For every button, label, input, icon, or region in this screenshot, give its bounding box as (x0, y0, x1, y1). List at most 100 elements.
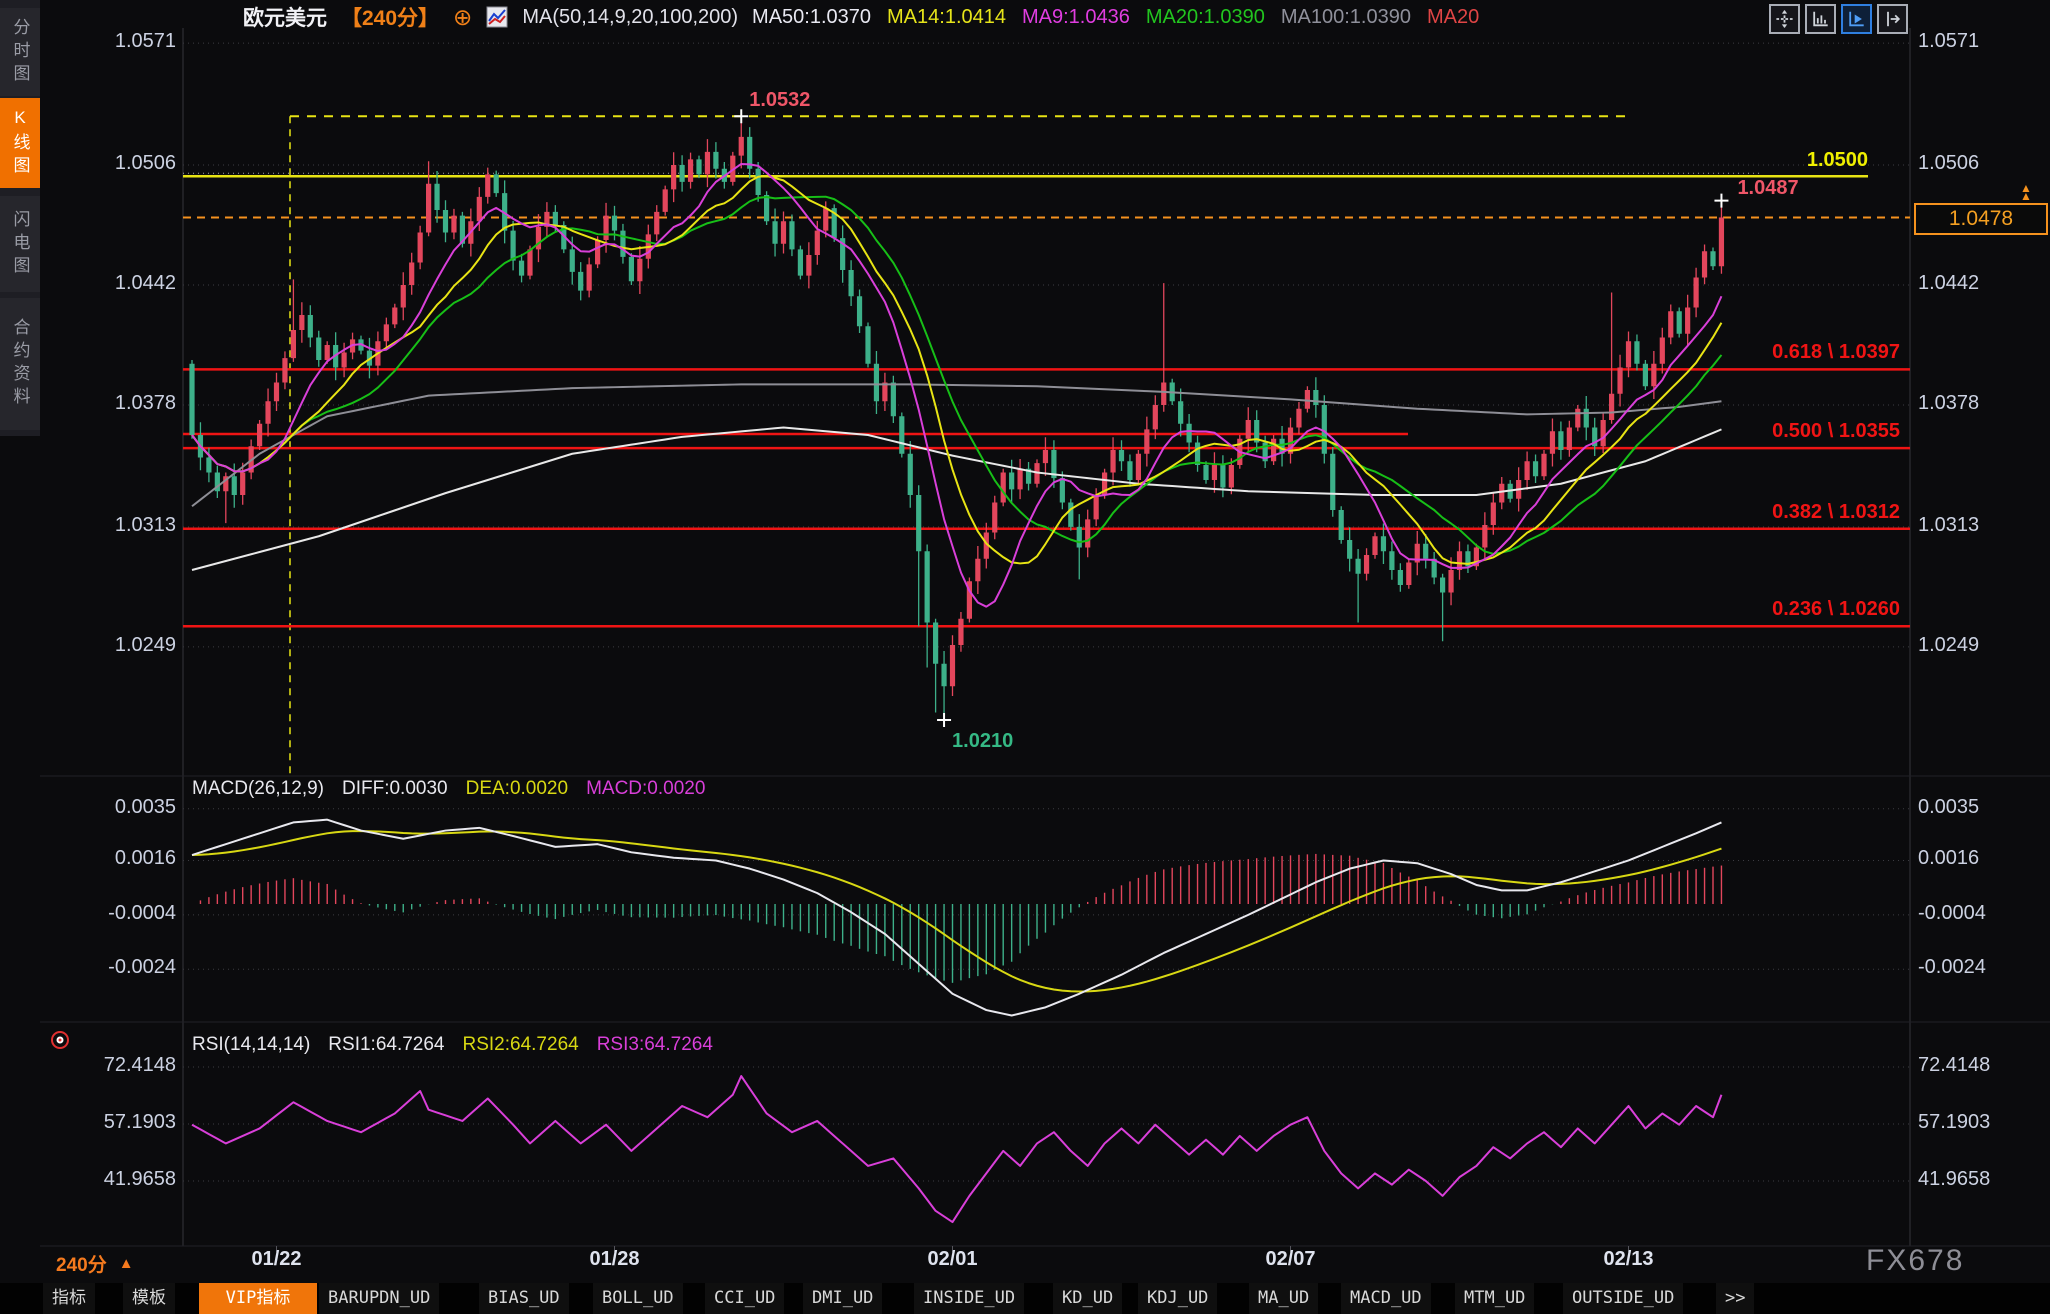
price-tick-right-1.0442: 1.0442 (1918, 272, 1979, 295)
candle-body (933, 623, 938, 664)
tab-OUTSIDE_UD[interactable]: OUTSIDE_UD (1563, 1283, 1683, 1314)
candle-body (612, 216, 617, 231)
candle-body (806, 255, 811, 276)
ma-legend: MA50:1.0370MA14:1.0414MA9:1.0436MA20:1.0… (752, 6, 1479, 29)
candle-body (299, 315, 304, 330)
candle-body (925, 551, 930, 622)
candle-body (1060, 478, 1065, 502)
pan-crosshair-icon[interactable] (1769, 4, 1800, 34)
sidebar-item-2[interactable]: K线图 (0, 98, 40, 188)
tab-INSIDE_UD[interactable]: INSIDE_UD (914, 1283, 1024, 1314)
rsi-tick-left-57.1903: 57.1903 (56, 1111, 176, 1134)
axis-range-icon[interactable] (1805, 4, 1836, 34)
tab-BARUPDN_UD[interactable]: BARUPDN_UD (319, 1283, 439, 1314)
candle-body (392, 308, 397, 325)
candle-body (663, 189, 668, 212)
candle-body (1187, 424, 1192, 443)
candle-body (1525, 461, 1530, 480)
candle-body (713, 152, 718, 169)
candle-body (1212, 465, 1217, 480)
tab-KDJ_UD[interactable]: KDJ_UD (1138, 1283, 1217, 1314)
tab-MTM_UD[interactable]: MTM_UD (1455, 1283, 1534, 1314)
last-high-label: 1.0487 (1737, 177, 1798, 200)
candle-body (240, 473, 245, 496)
candle-body (384, 324, 389, 341)
candle-body (519, 261, 524, 276)
tab-VIP指标[interactable]: VIP指标 (199, 1283, 317, 1314)
sidebar-item-1[interactable]: 分时图 (0, 8, 40, 96)
macd-panel-title: MACD(26,12,9) DIFF:0.0030 DEA:0.0020 MAC… (192, 778, 705, 800)
candle-body (739, 137, 744, 156)
candle-body (1567, 428, 1572, 451)
price-tick-right-1.0249: 1.0249 (1918, 634, 1979, 657)
candle-body (1677, 311, 1682, 334)
candle-body (1110, 450, 1115, 473)
sidebar-item-4[interactable]: 合约资料 (0, 298, 40, 430)
candle-body (1085, 519, 1090, 547)
candle-body (637, 259, 642, 282)
candle-body (1364, 555, 1369, 574)
tab-MA_UD[interactable]: MA_UD (1249, 1283, 1318, 1314)
price-tick-right-1.0313: 1.0313 (1918, 514, 1979, 537)
tab-CCI_UD[interactable]: CCI_UD (705, 1283, 784, 1314)
candle-body (1356, 559, 1361, 574)
date-tick-02/07: 02/07 (1265, 1248, 1315, 1271)
candle-body (1584, 409, 1589, 428)
price-tick-left-1.0378: 1.0378 (56, 392, 176, 415)
zoom-plus-icon[interactable]: ⊕ (453, 6, 472, 28)
axis-shift-icon[interactable] (1877, 4, 1908, 34)
tab-BOLL_UD[interactable]: BOLL_UD (593, 1283, 683, 1314)
rsi-tick-right-72.4148: 72.4148 (1918, 1054, 1990, 1077)
candle-body (291, 330, 296, 358)
candle-body (629, 257, 634, 281)
tab-模板[interactable]: 模板 (123, 1283, 175, 1314)
axis-cursor-icon[interactable] (1841, 4, 1872, 34)
rsi-tick-left-41.9658: 41.9658 (56, 1168, 176, 1191)
chart-header: 欧元美元 【240分】 ⊕ MA(50,14,9,20,100,200) MA5… (243, 3, 1479, 31)
candle-body (265, 401, 270, 424)
date-tick-02/13: 02/13 (1603, 1248, 1653, 1271)
candle-body (1119, 450, 1124, 461)
candle-body (1702, 251, 1707, 277)
candle-body (325, 345, 330, 360)
candle-body (992, 503, 997, 533)
candle-body (696, 159, 701, 174)
sidebar-item-3[interactable]: 闪电图 (0, 196, 40, 292)
fx678-chart-window: 分时图K线图闪电图合约资料 欧元美元 【240分】 ⊕ MA(50,14,9,2… (0, 0, 2050, 1314)
candle-body (620, 231, 625, 257)
footer-period[interactable]: 240分 ▲ (56, 1250, 134, 1277)
macd-tick-right--0.0004: -0.0004 (1918, 902, 1986, 925)
tab-BIAS_UD[interactable]: BIAS_UD (479, 1283, 569, 1314)
macd-tick-right--0.0024: -0.0024 (1918, 956, 1986, 979)
chart-toolbar (1769, 4, 1908, 34)
candle-body (511, 231, 516, 261)
tab-KD_UD[interactable]: KD_UD (1053, 1283, 1122, 1314)
tab-MACD_UD[interactable]: MACD_UD (1341, 1283, 1431, 1314)
candle-body (899, 416, 904, 454)
candle-body (451, 216, 456, 233)
macd-tick-left-0.0016: 0.0016 (56, 847, 176, 870)
macd-tick-left--0.0004: -0.0004 (56, 902, 176, 925)
candle-body (316, 338, 321, 361)
candle-body (680, 165, 685, 182)
rsi1-value: RSI1:64.7264 (328, 1034, 444, 1056)
candle-body (1144, 429, 1149, 453)
chart-type-icon[interactable] (486, 6, 508, 28)
candle-body (1347, 540, 1352, 559)
candle-body (1001, 473, 1006, 503)
tab-指标[interactable]: 指标 (43, 1283, 95, 1314)
candle-body (1296, 409, 1301, 428)
tab-DMI_UD[interactable]: DMI_UD (803, 1283, 882, 1314)
candle-body (975, 559, 980, 582)
tab->>[interactable]: >> (1716, 1283, 1754, 1314)
candle-body (1617, 368, 1622, 394)
footer-period-arrow-icon: ▲ (119, 1255, 134, 1272)
candle-body (908, 454, 913, 495)
symbol-title: 欧元美元 (243, 2, 327, 32)
candle-body (1482, 525, 1487, 548)
macd-dea-value: DEA:0.0020 (466, 778, 568, 800)
candle-body (206, 458, 211, 473)
candle-body (798, 249, 803, 275)
candle-body (1220, 465, 1225, 488)
candle-body (1719, 218, 1724, 267)
